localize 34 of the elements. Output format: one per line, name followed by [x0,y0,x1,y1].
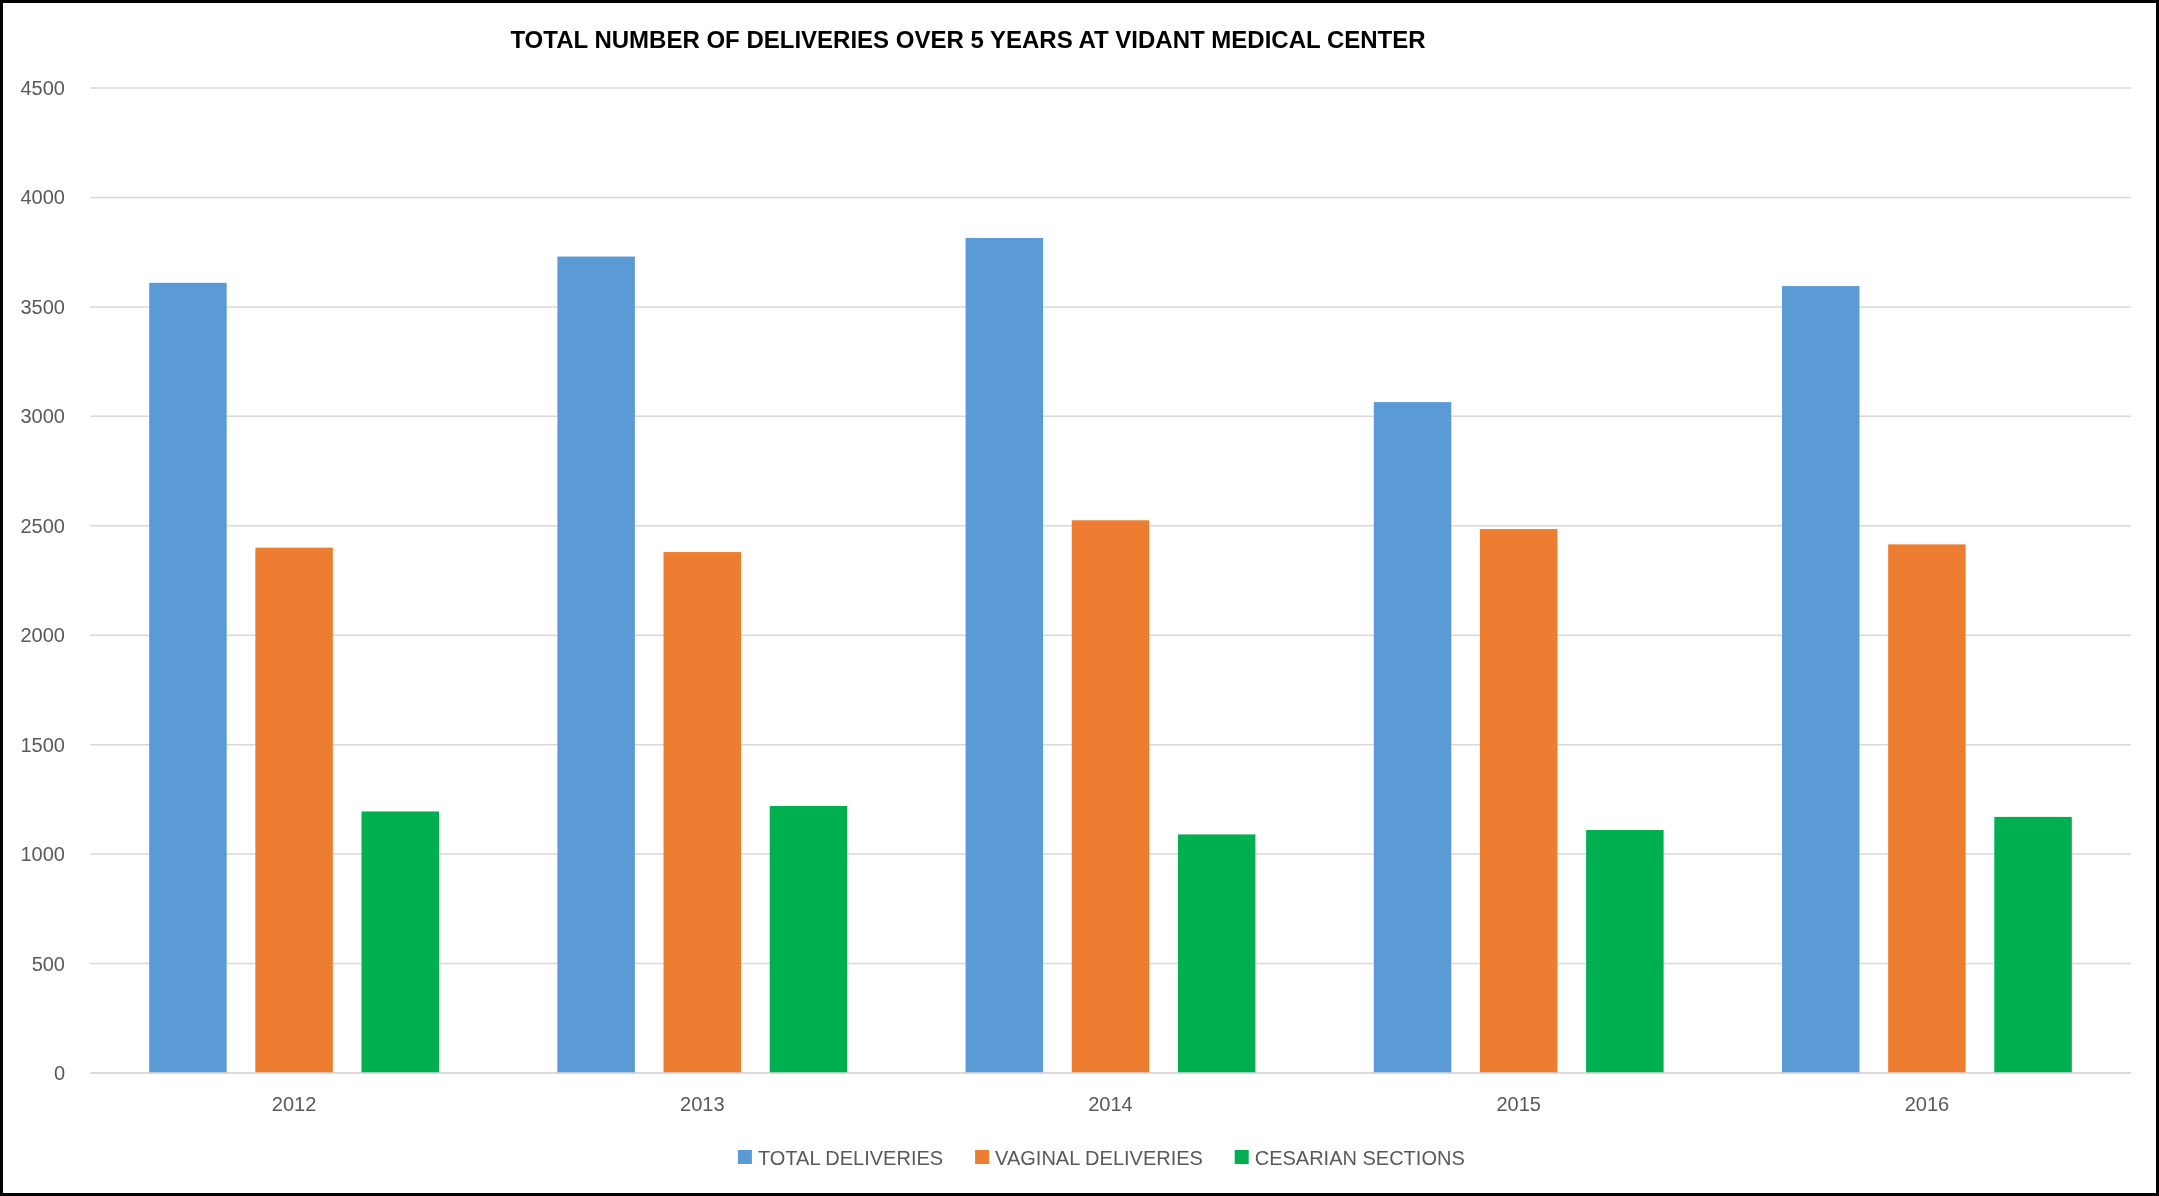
bar [149,282,227,1073]
x-tick-label: 2015 [1496,1093,1541,1115]
bar [557,256,635,1073]
bar [1994,816,2072,1073]
y-tick-label: 1000 [20,843,65,866]
bar [663,552,742,1073]
x-tick-label: 2016 [1904,1093,1950,1115]
x-tick-label: 2012 [271,1093,317,1115]
y-tick-label: 500 [31,952,65,975]
legend-label: TOTAL DELIVERIES [757,1147,944,1169]
y-tick-label: 2000 [20,624,65,647]
bar [361,811,440,1073]
y-tick-label: 3500 [20,295,65,318]
legend-label: VAGINAL DELIVERIES [995,1147,1203,1169]
y-tick-label: 4000 [20,186,65,209]
bar [255,547,333,1073]
bar [1177,834,1256,1073]
y-tick-label: 1500 [20,733,65,756]
y-tick-label: 4500 [20,77,65,99]
bar [1586,830,1664,1073]
y-tick-label: 3000 [20,405,65,428]
y-tick-label: 2500 [20,514,65,537]
bar [769,805,848,1073]
bar [1373,402,1452,1073]
bar [1888,544,1966,1073]
bar [1071,520,1150,1073]
bar [1479,529,1558,1073]
y-tick-label: 0 [53,1062,65,1084]
bar [965,237,1044,1073]
x-tick-label: 2014 [1088,1093,1133,1115]
x-tick-label: 2013 [680,1093,725,1115]
bar [1781,286,1860,1073]
legend-label: CESARIAN SECTIONS [1254,1147,1465,1169]
chart-title: TOTAL NUMBER OF DELIVERIES OVER 5 YEARS AT VIDANT MEDICAL CENTER [510,26,1426,53]
